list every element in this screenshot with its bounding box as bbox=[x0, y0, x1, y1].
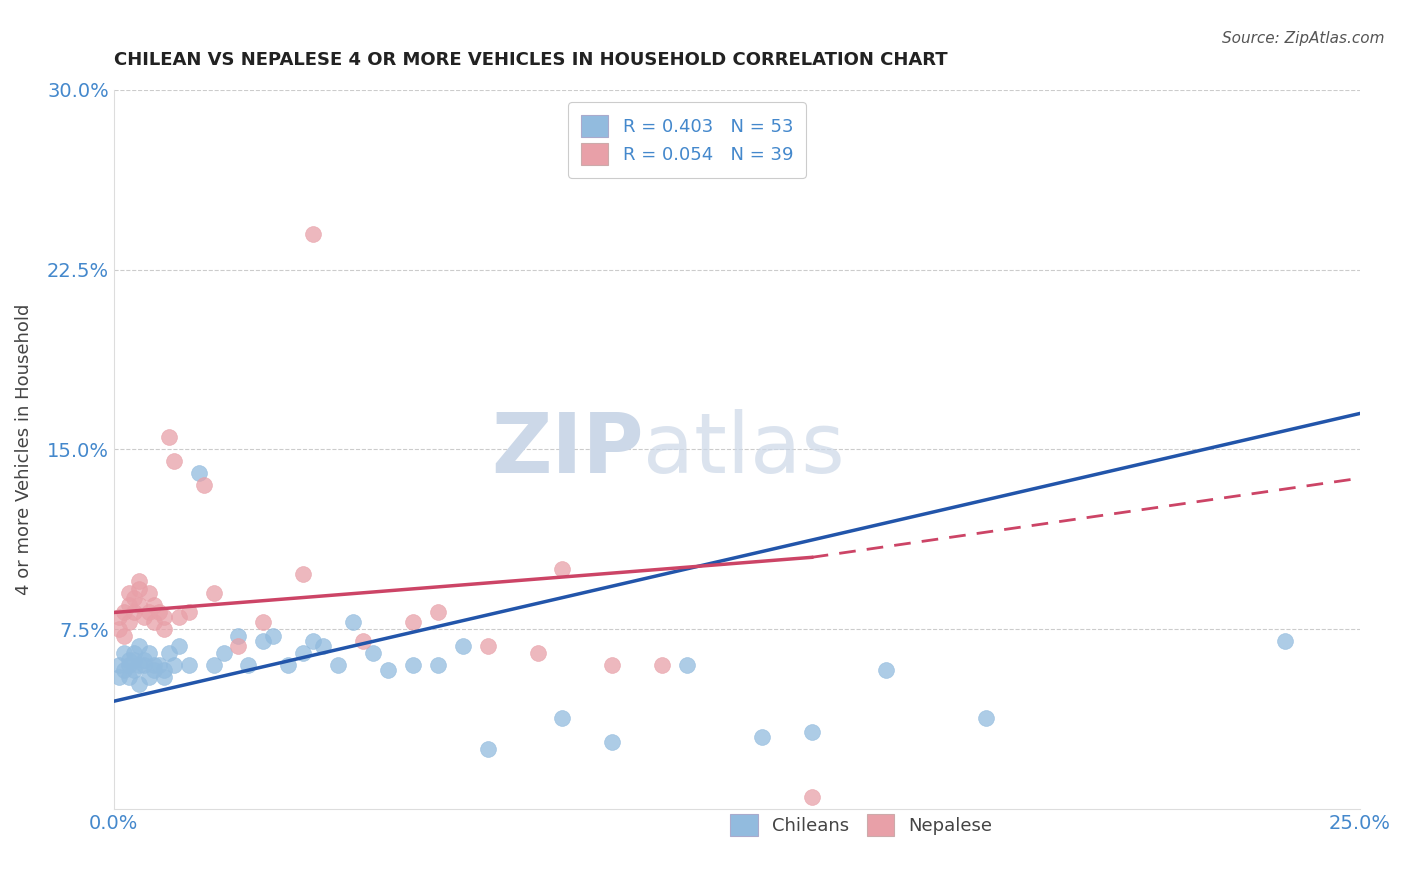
Point bbox=[108, 622, 131, 636]
Point bbox=[167, 610, 190, 624]
Point bbox=[138, 646, 160, 660]
Point bbox=[328, 658, 350, 673]
Point bbox=[402, 615, 425, 629]
Point bbox=[132, 653, 155, 667]
Point bbox=[551, 562, 574, 576]
Point bbox=[302, 634, 325, 648]
Point bbox=[157, 430, 180, 444]
Point bbox=[122, 646, 145, 660]
Point bbox=[228, 639, 250, 653]
Point bbox=[112, 663, 135, 677]
Point bbox=[167, 639, 190, 653]
Point bbox=[128, 677, 150, 691]
Point bbox=[122, 606, 145, 620]
Text: ZIP: ZIP bbox=[491, 409, 644, 490]
Point bbox=[118, 653, 141, 667]
Point bbox=[477, 639, 499, 653]
Point bbox=[238, 658, 260, 673]
Point bbox=[202, 586, 225, 600]
Point bbox=[142, 615, 165, 629]
Point bbox=[132, 610, 155, 624]
Point bbox=[800, 725, 823, 739]
Point bbox=[676, 658, 699, 673]
Point bbox=[128, 574, 150, 589]
Point bbox=[193, 478, 215, 492]
Point bbox=[122, 663, 145, 677]
Point bbox=[138, 586, 160, 600]
Point bbox=[252, 634, 274, 648]
Point bbox=[526, 646, 548, 660]
Point bbox=[361, 646, 384, 660]
Point bbox=[212, 646, 235, 660]
Point bbox=[128, 599, 150, 613]
Point bbox=[118, 615, 141, 629]
Point bbox=[312, 639, 335, 653]
Point bbox=[228, 630, 250, 644]
Point bbox=[118, 658, 141, 673]
Point bbox=[342, 615, 364, 629]
Text: CHILEAN VS NEPALESE 4 OR MORE VEHICLES IN HOUSEHOLD CORRELATION CHART: CHILEAN VS NEPALESE 4 OR MORE VEHICLES I… bbox=[114, 51, 948, 69]
Point bbox=[108, 658, 131, 673]
Point bbox=[974, 711, 997, 725]
Point bbox=[108, 610, 131, 624]
Point bbox=[138, 606, 160, 620]
Point bbox=[122, 653, 145, 667]
Point bbox=[152, 622, 174, 636]
Point bbox=[157, 646, 180, 660]
Point bbox=[128, 582, 150, 596]
Point bbox=[377, 663, 399, 677]
Point bbox=[875, 663, 897, 677]
Point bbox=[112, 630, 135, 644]
Text: Source: ZipAtlas.com: Source: ZipAtlas.com bbox=[1222, 31, 1385, 46]
Point bbox=[112, 606, 135, 620]
Point bbox=[252, 615, 274, 629]
Point bbox=[138, 670, 160, 684]
Point bbox=[602, 658, 624, 673]
Point bbox=[177, 606, 200, 620]
Point bbox=[118, 599, 141, 613]
Point bbox=[152, 610, 174, 624]
Point bbox=[352, 634, 374, 648]
Point bbox=[142, 599, 165, 613]
Point bbox=[292, 646, 315, 660]
Point bbox=[148, 658, 170, 673]
Point bbox=[302, 227, 325, 241]
Point bbox=[163, 454, 186, 468]
Point bbox=[112, 646, 135, 660]
Point bbox=[551, 711, 574, 725]
Point bbox=[451, 639, 474, 653]
Point bbox=[1274, 634, 1296, 648]
Point bbox=[602, 735, 624, 749]
Point bbox=[177, 658, 200, 673]
Point bbox=[202, 658, 225, 673]
Point bbox=[118, 586, 141, 600]
Point bbox=[292, 567, 315, 582]
Point bbox=[163, 658, 186, 673]
Point bbox=[800, 790, 823, 805]
Point bbox=[277, 658, 299, 673]
Point bbox=[128, 658, 150, 673]
Point bbox=[132, 658, 155, 673]
Point bbox=[477, 742, 499, 756]
Point bbox=[148, 606, 170, 620]
Point bbox=[142, 663, 165, 677]
Point bbox=[651, 658, 673, 673]
Point bbox=[426, 606, 449, 620]
Point bbox=[128, 639, 150, 653]
Point bbox=[187, 467, 209, 481]
Legend: Chileans, Nepalese: Chileans, Nepalese bbox=[723, 806, 1000, 843]
Text: atlas: atlas bbox=[644, 409, 845, 490]
Y-axis label: 4 or more Vehicles in Household: 4 or more Vehicles in Household bbox=[15, 303, 32, 595]
Point bbox=[108, 670, 131, 684]
Point bbox=[152, 663, 174, 677]
Point bbox=[402, 658, 425, 673]
Point bbox=[118, 670, 141, 684]
Point bbox=[122, 591, 145, 606]
Point bbox=[152, 670, 174, 684]
Point bbox=[262, 630, 284, 644]
Point bbox=[142, 658, 165, 673]
Point bbox=[426, 658, 449, 673]
Point bbox=[751, 730, 773, 744]
